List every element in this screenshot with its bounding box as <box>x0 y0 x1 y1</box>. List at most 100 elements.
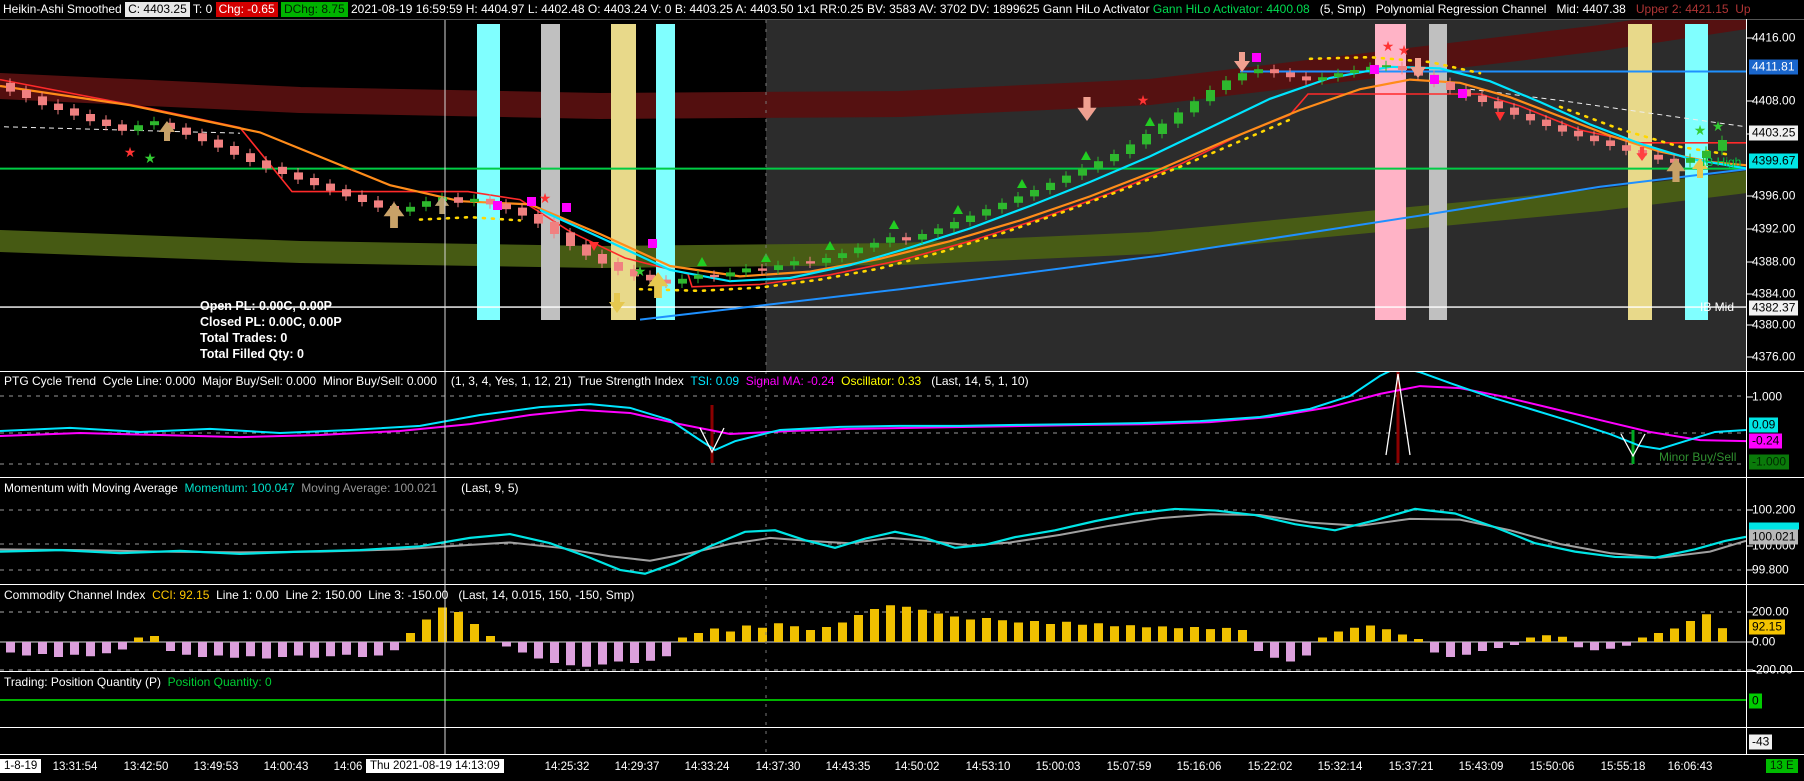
ptg-segment-10: (Last, 14, 5, 1, 10) <box>921 374 1029 388</box>
crosshair-datetime-box: Thu 2021-08-19 14:13:09 <box>366 759 504 773</box>
time-label: 14:37:30 <box>755 761 801 773</box>
momentum-axis-label-99.800: 99.800 <box>1752 562 1789 577</box>
ptg-segment-3: Minor Buy/Sell: 0.000 <box>322 374 437 388</box>
minor-buysell-label: Minor Buy/Sell <box>1659 450 1737 464</box>
time-label: 15:00:03 <box>1035 761 1081 773</box>
svg-text:★: ★ <box>124 144 137 160</box>
price-axis-label-4380.00: 4380.00 <box>1752 317 1796 332</box>
title-segment-0: Heikin-Ashi Smoothed <box>3 2 126 16</box>
momentum-axis-label-100.021: 100.021 <box>1749 529 1799 545</box>
price-axis-label-4416.00: 4416.00 <box>1752 30 1796 45</box>
cci-panel-header: Commodity Channel Index CCI: 92.15 Line … <box>4 588 634 602</box>
evening-session-badge: 13 E <box>1766 759 1798 773</box>
title-segment-5: DChg: 8.75 <box>280 2 348 17</box>
price-axis-label-4411.81: 4411.81 <box>1749 59 1798 75</box>
ptg-segment-4: (1, 3, 4, Yes, 1, 12, 21) True Strength … <box>450 374 691 388</box>
time-label: 14:25:32 <box>544 761 590 773</box>
momentum-axis-label-strip <box>1749 522 1799 530</box>
svg-text:★: ★ <box>539 190 552 206</box>
svg-text:★: ★ <box>1712 118 1725 134</box>
trading-axis-label-0: 0 <box>1749 693 1762 709</box>
trade-info-block: Open PL: 0.00C, 0.00P Closed PL: 0.00C, 0… <box>200 298 342 362</box>
title-segment-1: C: 4403.25 <box>125 2 190 17</box>
svg-text:★: ★ <box>1398 42 1411 58</box>
time-label: 15:16:06 <box>1176 761 1222 773</box>
trading-segment-0: Trading: Position Quantity (P) <box>4 675 168 689</box>
ptg-panel-header: PTG Cycle Trend Cycle Line: 0.000 Major … <box>4 374 1029 388</box>
price-axis-label-4408.00: 4408.00 <box>1752 93 1796 108</box>
time-label: 14:43:35 <box>825 761 871 773</box>
time-label: 15:22:02 <box>1247 761 1293 773</box>
svg-text:★: ★ <box>634 263 647 279</box>
time-label: 14:50:02 <box>894 761 940 773</box>
ptg-segment-5: TSI: 0.09 <box>690 374 740 388</box>
title-segment-7: Gann HiLo Activator: 4400.08 <box>1152 2 1310 16</box>
svg-text:★: ★ <box>1382 38 1395 54</box>
ptg-segment-8 <box>834 374 841 388</box>
cci-segment-2: Line 1: 0.00 Line 2: 150.00 Line 3: -150… <box>209 588 449 602</box>
cci-axis-label--200.00: -200.00 <box>1752 662 1793 677</box>
time-label: 14:29:37 <box>614 761 660 773</box>
cci-axis-label-0.00: 0.00 <box>1752 634 1776 649</box>
time-label: 13:49:53 <box>193 761 239 773</box>
cci-axis-label-200.00: 200.00 <box>1752 604 1789 619</box>
chart-title-bar: Heikin-Ashi Smoothed C: 4403.25 T: 0 Chg… <box>0 0 1804 19</box>
time-label: 15:07:59 <box>1106 761 1152 773</box>
trade-info-line-2: Total Trades: 0 <box>200 331 288 345</box>
ptg-segment-2: Major Buy/Sell: 0.000 <box>202 374 323 388</box>
time-label: 14:33:24 <box>684 761 730 773</box>
session-date-box: 1-8-19 <box>0 759 42 773</box>
time-label: 15:43:09 <box>1458 761 1504 773</box>
svg-text:★: ★ <box>1694 122 1707 138</box>
cci-segment-1: CCI: 92.15 <box>152 588 210 602</box>
title-segment-8: (5, Smp) Polynomial Regression Channel M… <box>1309 2 1636 16</box>
time-label: 15:55:18 <box>1600 761 1646 773</box>
time-label: 15:50:06 <box>1529 761 1575 773</box>
ib-mid-label: IB Mid <box>1700 300 1735 314</box>
price-axis-label-4384.00: 4384.00 <box>1752 286 1796 301</box>
momentum-axis-label-100.200: 100.200 <box>1752 502 1796 517</box>
cci-segment-3: (Last, 14, 0.015, 150, -150, Smp) <box>448 588 635 602</box>
ptg-axis-label-1.000: 1.000 <box>1752 389 1783 404</box>
time-label: 15:37:21 <box>1388 761 1434 773</box>
price-axis-label-4388.00: 4388.00 <box>1752 254 1796 269</box>
momentum-segment-1: Momentum: 100.047 <box>184 481 295 495</box>
momentum-segment-3: Moving Average: 100.021 <box>301 481 438 495</box>
ptg-axis-label--0.24: -0.24 <box>1749 433 1783 449</box>
time-label: 14:53:10 <box>965 761 1011 773</box>
price-axis-label-4382.37: 4382.37 <box>1749 300 1799 316</box>
trading-panel-header: Trading: Position Quantity (P) Position … <box>4 675 272 689</box>
title-segment-9: Upper 2: 4421.15 Up <box>1635 2 1751 16</box>
momentum-panel-header: Momentum with Moving Average Momentum: 1… <box>4 481 519 495</box>
momentum-segment-4: (Last, 9, 5) <box>451 481 519 495</box>
ptg-axis-label-0.09: 0.09 <box>1749 417 1779 433</box>
cci-segment-0: Commodity Channel Index <box>4 588 153 602</box>
price-axis-label-4392.00: 4392.00 <box>1752 221 1796 236</box>
ptg-segment-0: PTG Cycle Trend <box>4 374 103 388</box>
ib-high-label: IB High <box>1702 155 1742 169</box>
price-axis-label-4376.00: 4376.00 <box>1752 349 1796 364</box>
title-segment-6: 2021-08-19 16:59:59 H: 4404.97 L: 4402.4… <box>347 2 1153 16</box>
price-axis-label-4403.25: 4403.25 <box>1749 125 1799 141</box>
cci-axis-label-92.15: 92.15 <box>1749 619 1786 635</box>
mini-axis-label--43: -43 <box>1749 734 1773 750</box>
momentum-segment-0: Momentum with Moving Average <box>4 481 185 495</box>
trade-info-line-0: Open PL: 0.00C, 0.00P <box>200 299 332 313</box>
time-label: 13:31:54 <box>52 761 98 773</box>
time-label: 13:42:50 <box>123 761 169 773</box>
svg-text:★: ★ <box>144 150 157 166</box>
momentum-segment-2 <box>295 481 302 495</box>
price-axis-label-4396.00: 4396.00 <box>1752 188 1796 203</box>
ptg-segment-6 <box>739 374 746 388</box>
time-axis[interactable]: 13:31:54 13:42:50 13:49:53 14:00:43 14:06 14:… <box>0 755 1804 781</box>
trade-info-line-3: Total Filled Qty: 0 <box>200 347 304 361</box>
title-segment-2: T: 0 <box>189 2 216 16</box>
time-label: 14:00:43 <box>263 761 309 773</box>
ptg-segment-7: Signal MA: -0.24 <box>745 374 835 388</box>
svg-text:★: ★ <box>1137 92 1150 108</box>
time-label: 15:32:14 <box>1317 761 1363 773</box>
trade-info-line-1: Closed PL: 0.00C, 0.00P <box>200 315 342 329</box>
time-label: 14:06 <box>333 761 363 773</box>
